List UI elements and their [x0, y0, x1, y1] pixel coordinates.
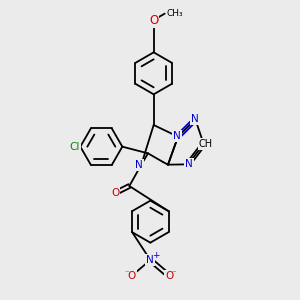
Text: N: N — [146, 255, 154, 265]
Text: ⁻: ⁻ — [124, 269, 129, 278]
Text: O: O — [165, 271, 173, 281]
Text: ⁻: ⁻ — [172, 269, 176, 278]
Text: N: N — [136, 160, 143, 170]
Text: O: O — [111, 188, 119, 198]
Text: O: O — [149, 14, 158, 27]
Text: N: N — [191, 114, 199, 124]
Text: O: O — [128, 271, 136, 281]
Text: N: N — [173, 131, 181, 141]
Text: Cl: Cl — [69, 142, 80, 152]
Text: +: + — [152, 250, 159, 260]
Text: CH₃: CH₃ — [167, 9, 183, 18]
Text: CH: CH — [199, 139, 213, 149]
Text: N: N — [185, 159, 193, 169]
